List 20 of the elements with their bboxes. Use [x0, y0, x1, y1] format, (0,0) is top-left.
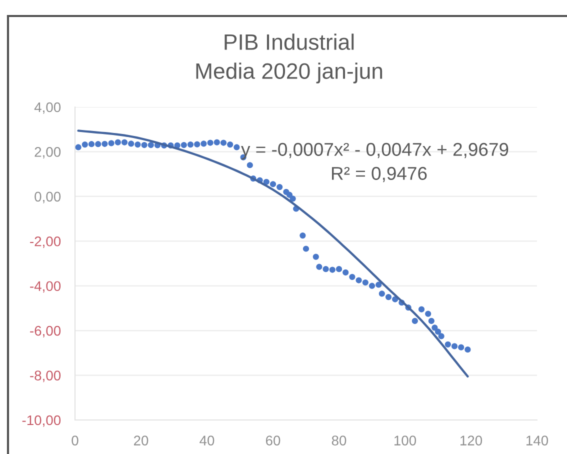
- x-tick-label: 40: [200, 436, 214, 446]
- x-tick-label: 20: [134, 436, 148, 446]
- chart-title: PIB Industrial: [224, 34, 354, 50]
- chart-subtitle: Media 2020 jan-jun: [196, 62, 382, 84]
- x-tick-label: 120: [460, 436, 482, 446]
- x-tick-label: 140: [526, 436, 548, 446]
- y-tick-label: 4,00: [34, 102, 61, 114]
- y-tick-label: 0,00: [34, 192, 61, 204]
- x-tick-label: 60: [266, 436, 280, 446]
- annotation: y = -0,0007x² - 0,0047x + 2,9679: [241, 142, 508, 160]
- y-tick-label: -4,00: [30, 281, 61, 293]
- x-tick-label: 0: [72, 436, 78, 446]
- y-tick-label: -8,00: [30, 370, 61, 382]
- y-tick-label: -6,00: [30, 326, 61, 338]
- x-tick-label: 100: [394, 436, 416, 446]
- y-tick-label: 2,00: [34, 147, 61, 159]
- y-tick-label: -2,00: [30, 236, 61, 248]
- y-tick-label: -10,00: [22, 415, 61, 427]
- annotation: R² = 0,9476: [332, 166, 427, 182]
- x-tick-label: 80: [332, 436, 346, 446]
